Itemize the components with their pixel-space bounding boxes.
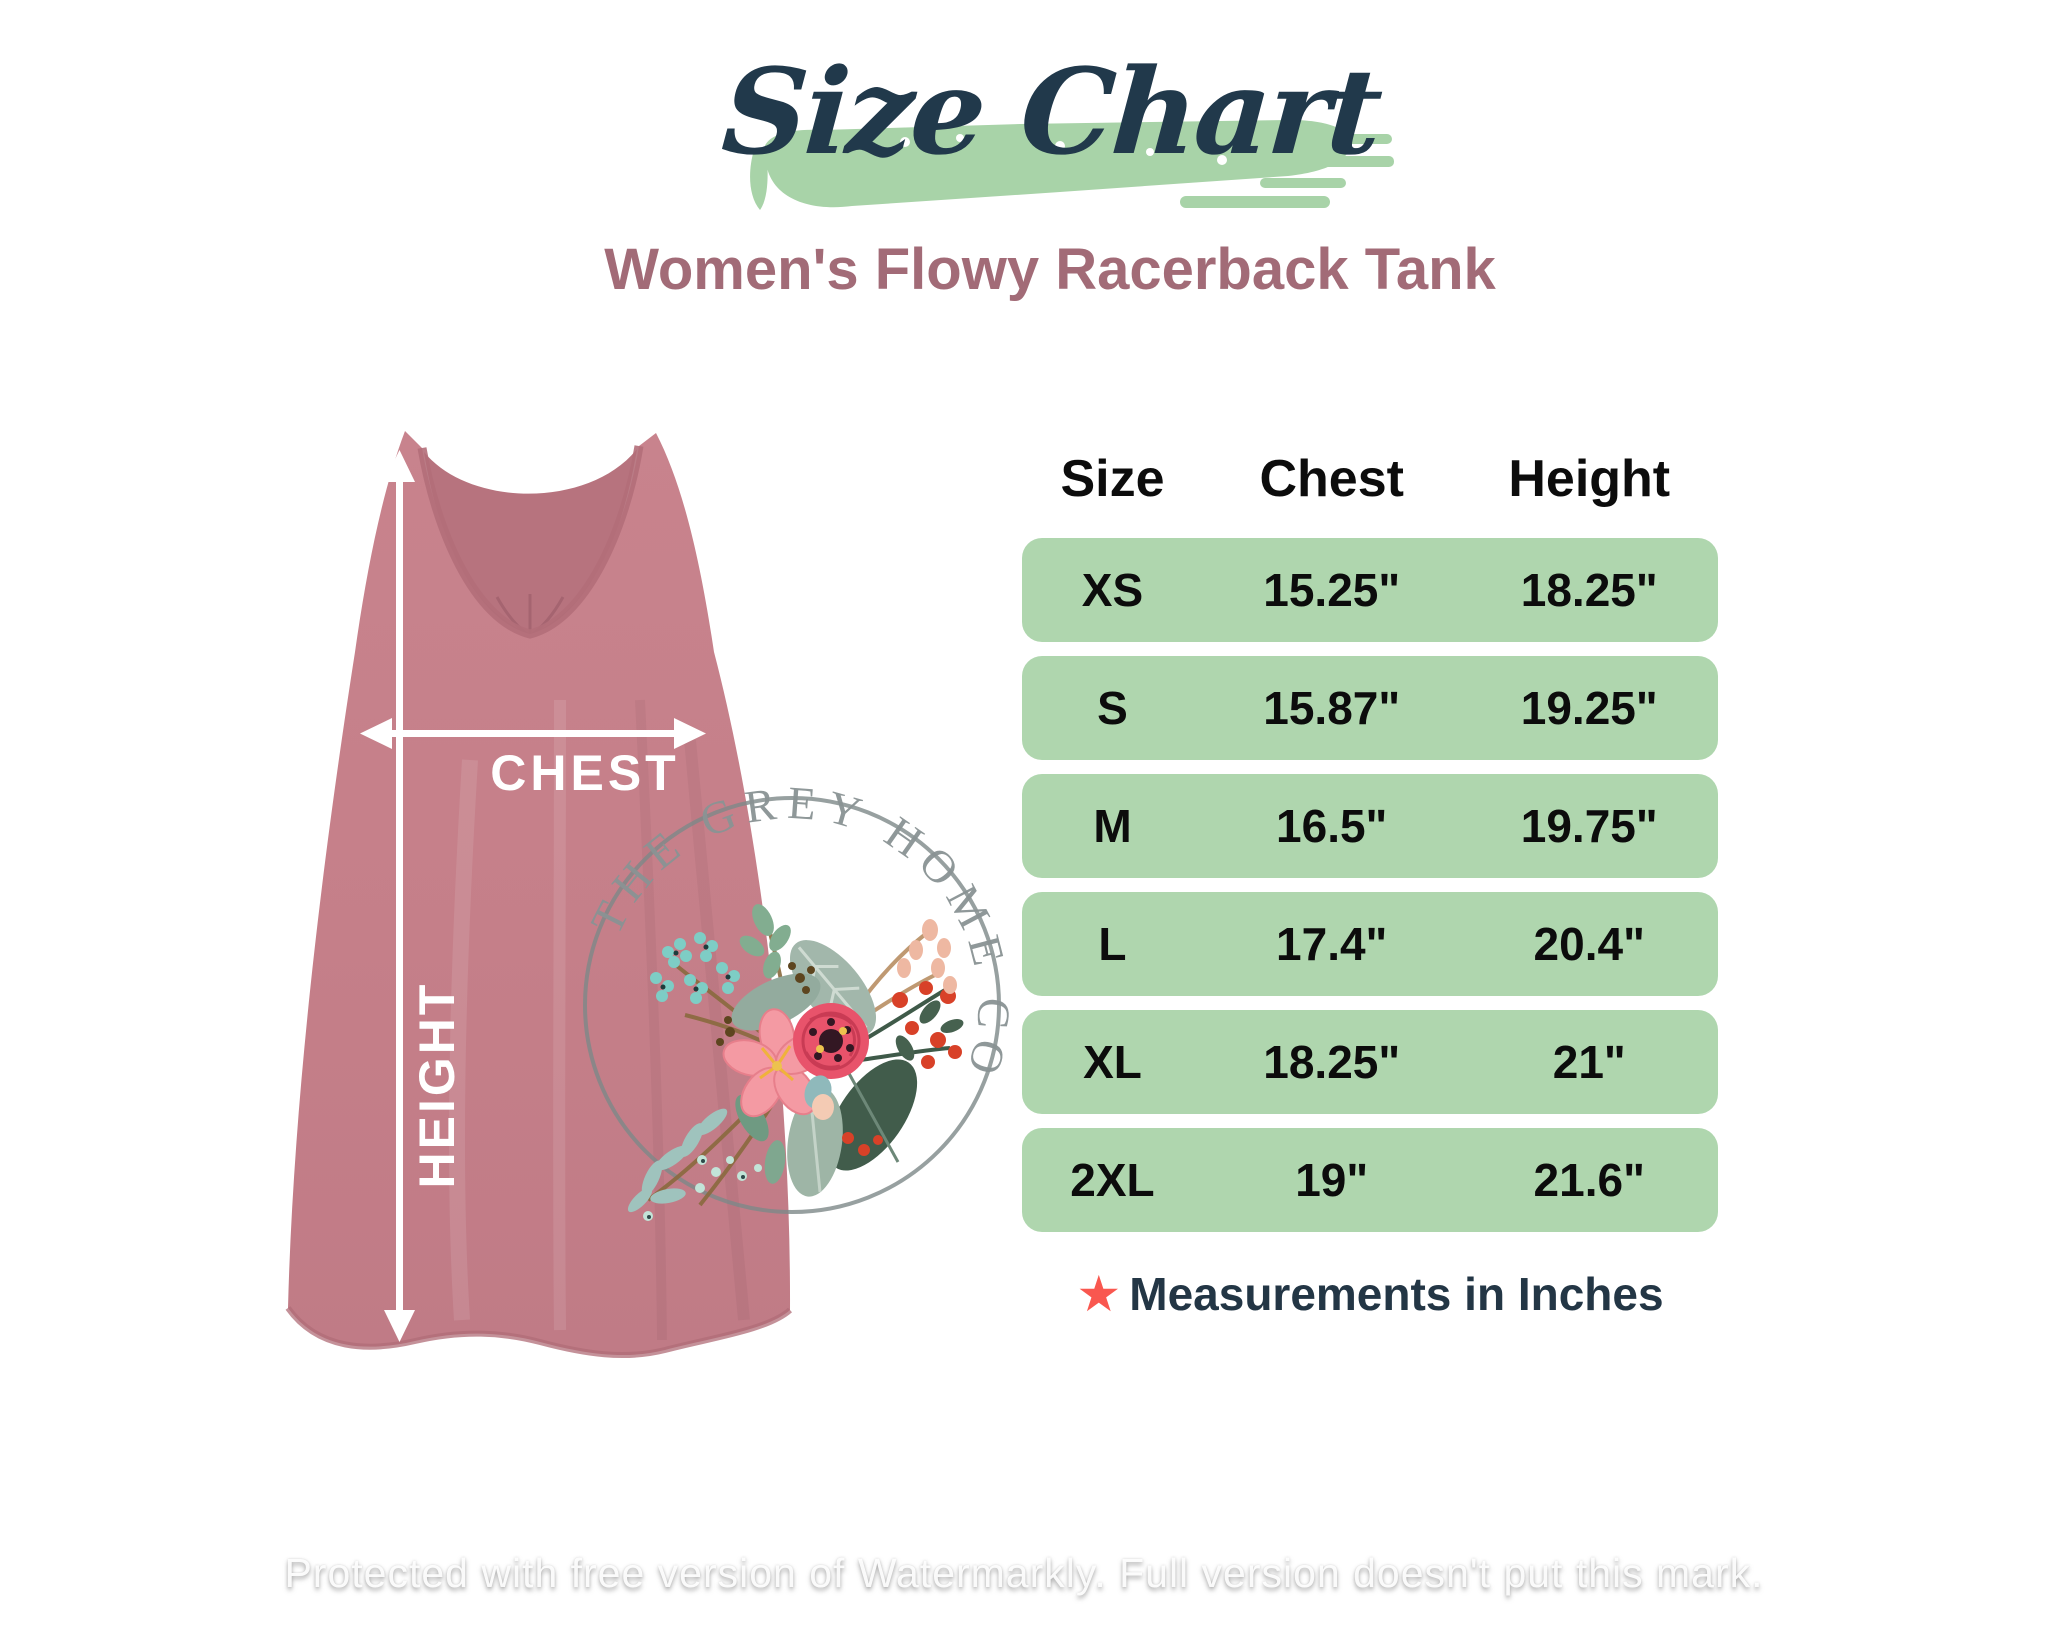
column-header-size: Size bbox=[1060, 450, 1165, 508]
measurements-note: ★ Measurements in Inches bbox=[1022, 1262, 1718, 1326]
rose-flower bbox=[793, 1003, 869, 1079]
peach-buds bbox=[897, 919, 957, 994]
height-cell: 18.25" bbox=[1520, 564, 1658, 616]
column-header-chest: Chest bbox=[1259, 450, 1404, 508]
height-label: HEIGHT bbox=[409, 982, 465, 1189]
table-row-l: L 17.4" 20.4" bbox=[1022, 892, 1718, 996]
size-table: Size Chest Height XS 15.25" 18.25" S 15.… bbox=[1022, 448, 1718, 1246]
product-subtitle: Women's Flowy Racerback Tank bbox=[604, 237, 1496, 302]
green-brush-stroke bbox=[750, 120, 1394, 210]
table-row-xs: XS 15.25" 18.25" bbox=[1022, 538, 1718, 642]
chest-cell: 16.5" bbox=[1276, 800, 1388, 852]
table-header-row: Size Chest Height bbox=[1022, 448, 1718, 510]
header: Size Chart Women's Flowy Racerback Tank bbox=[0, 0, 2048, 320]
chest-label: CHEST bbox=[490, 745, 679, 801]
size-cell: S bbox=[1097, 682, 1128, 734]
size-cell: 2XL bbox=[1070, 1154, 1155, 1206]
height-cell: 19.75" bbox=[1520, 800, 1658, 852]
measurement-arrows: CHEST HEIGHT bbox=[360, 450, 706, 1342]
table-row-m: M 16.5" 19.75" bbox=[1022, 774, 1718, 878]
note-text: Measurements in Inches bbox=[1129, 1268, 1664, 1320]
size-cell: XL bbox=[1083, 1036, 1142, 1088]
size-cell: M bbox=[1093, 800, 1132, 852]
height-cell: 21.6" bbox=[1533, 1154, 1645, 1206]
pink-flower bbox=[722, 1008, 827, 1118]
watermark-circle bbox=[583, 796, 1001, 1214]
chest-cell: 18.25" bbox=[1263, 1036, 1401, 1088]
red-berries bbox=[842, 981, 964, 1156]
size-cell: XS bbox=[1081, 564, 1144, 616]
height-cell: 20.4" bbox=[1533, 918, 1645, 970]
column-header-height: Height bbox=[1508, 450, 1671, 508]
height-cell: 21" bbox=[1552, 1036, 1626, 1088]
table-row-s: S 15.87" 19.25" bbox=[1022, 656, 1718, 760]
size-cell: L bbox=[1098, 918, 1127, 970]
table-row-2xl: 2XL 19" 21.6" bbox=[1022, 1128, 1718, 1232]
teal-sprigs bbox=[627, 1108, 762, 1221]
teal-flower-cluster bbox=[650, 932, 740, 1004]
watermarkly-text: Protected with free version of Watermark… bbox=[284, 1550, 1764, 1596]
star-icon: ★ bbox=[1076, 1266, 1122, 1322]
chest-cell: 19" bbox=[1295, 1154, 1369, 1206]
floral-bouquet-illustration bbox=[627, 904, 964, 1221]
height-cell: 19.25" bbox=[1520, 682, 1658, 734]
tank-top-illustration bbox=[285, 431, 793, 1359]
chest-cell: 15.87" bbox=[1263, 682, 1401, 734]
table-row-xl: XL 18.25" 21" bbox=[1022, 1010, 1718, 1114]
chest-cell: 17.4" bbox=[1276, 918, 1388, 970]
chest-cell: 15.25" bbox=[1263, 564, 1401, 616]
